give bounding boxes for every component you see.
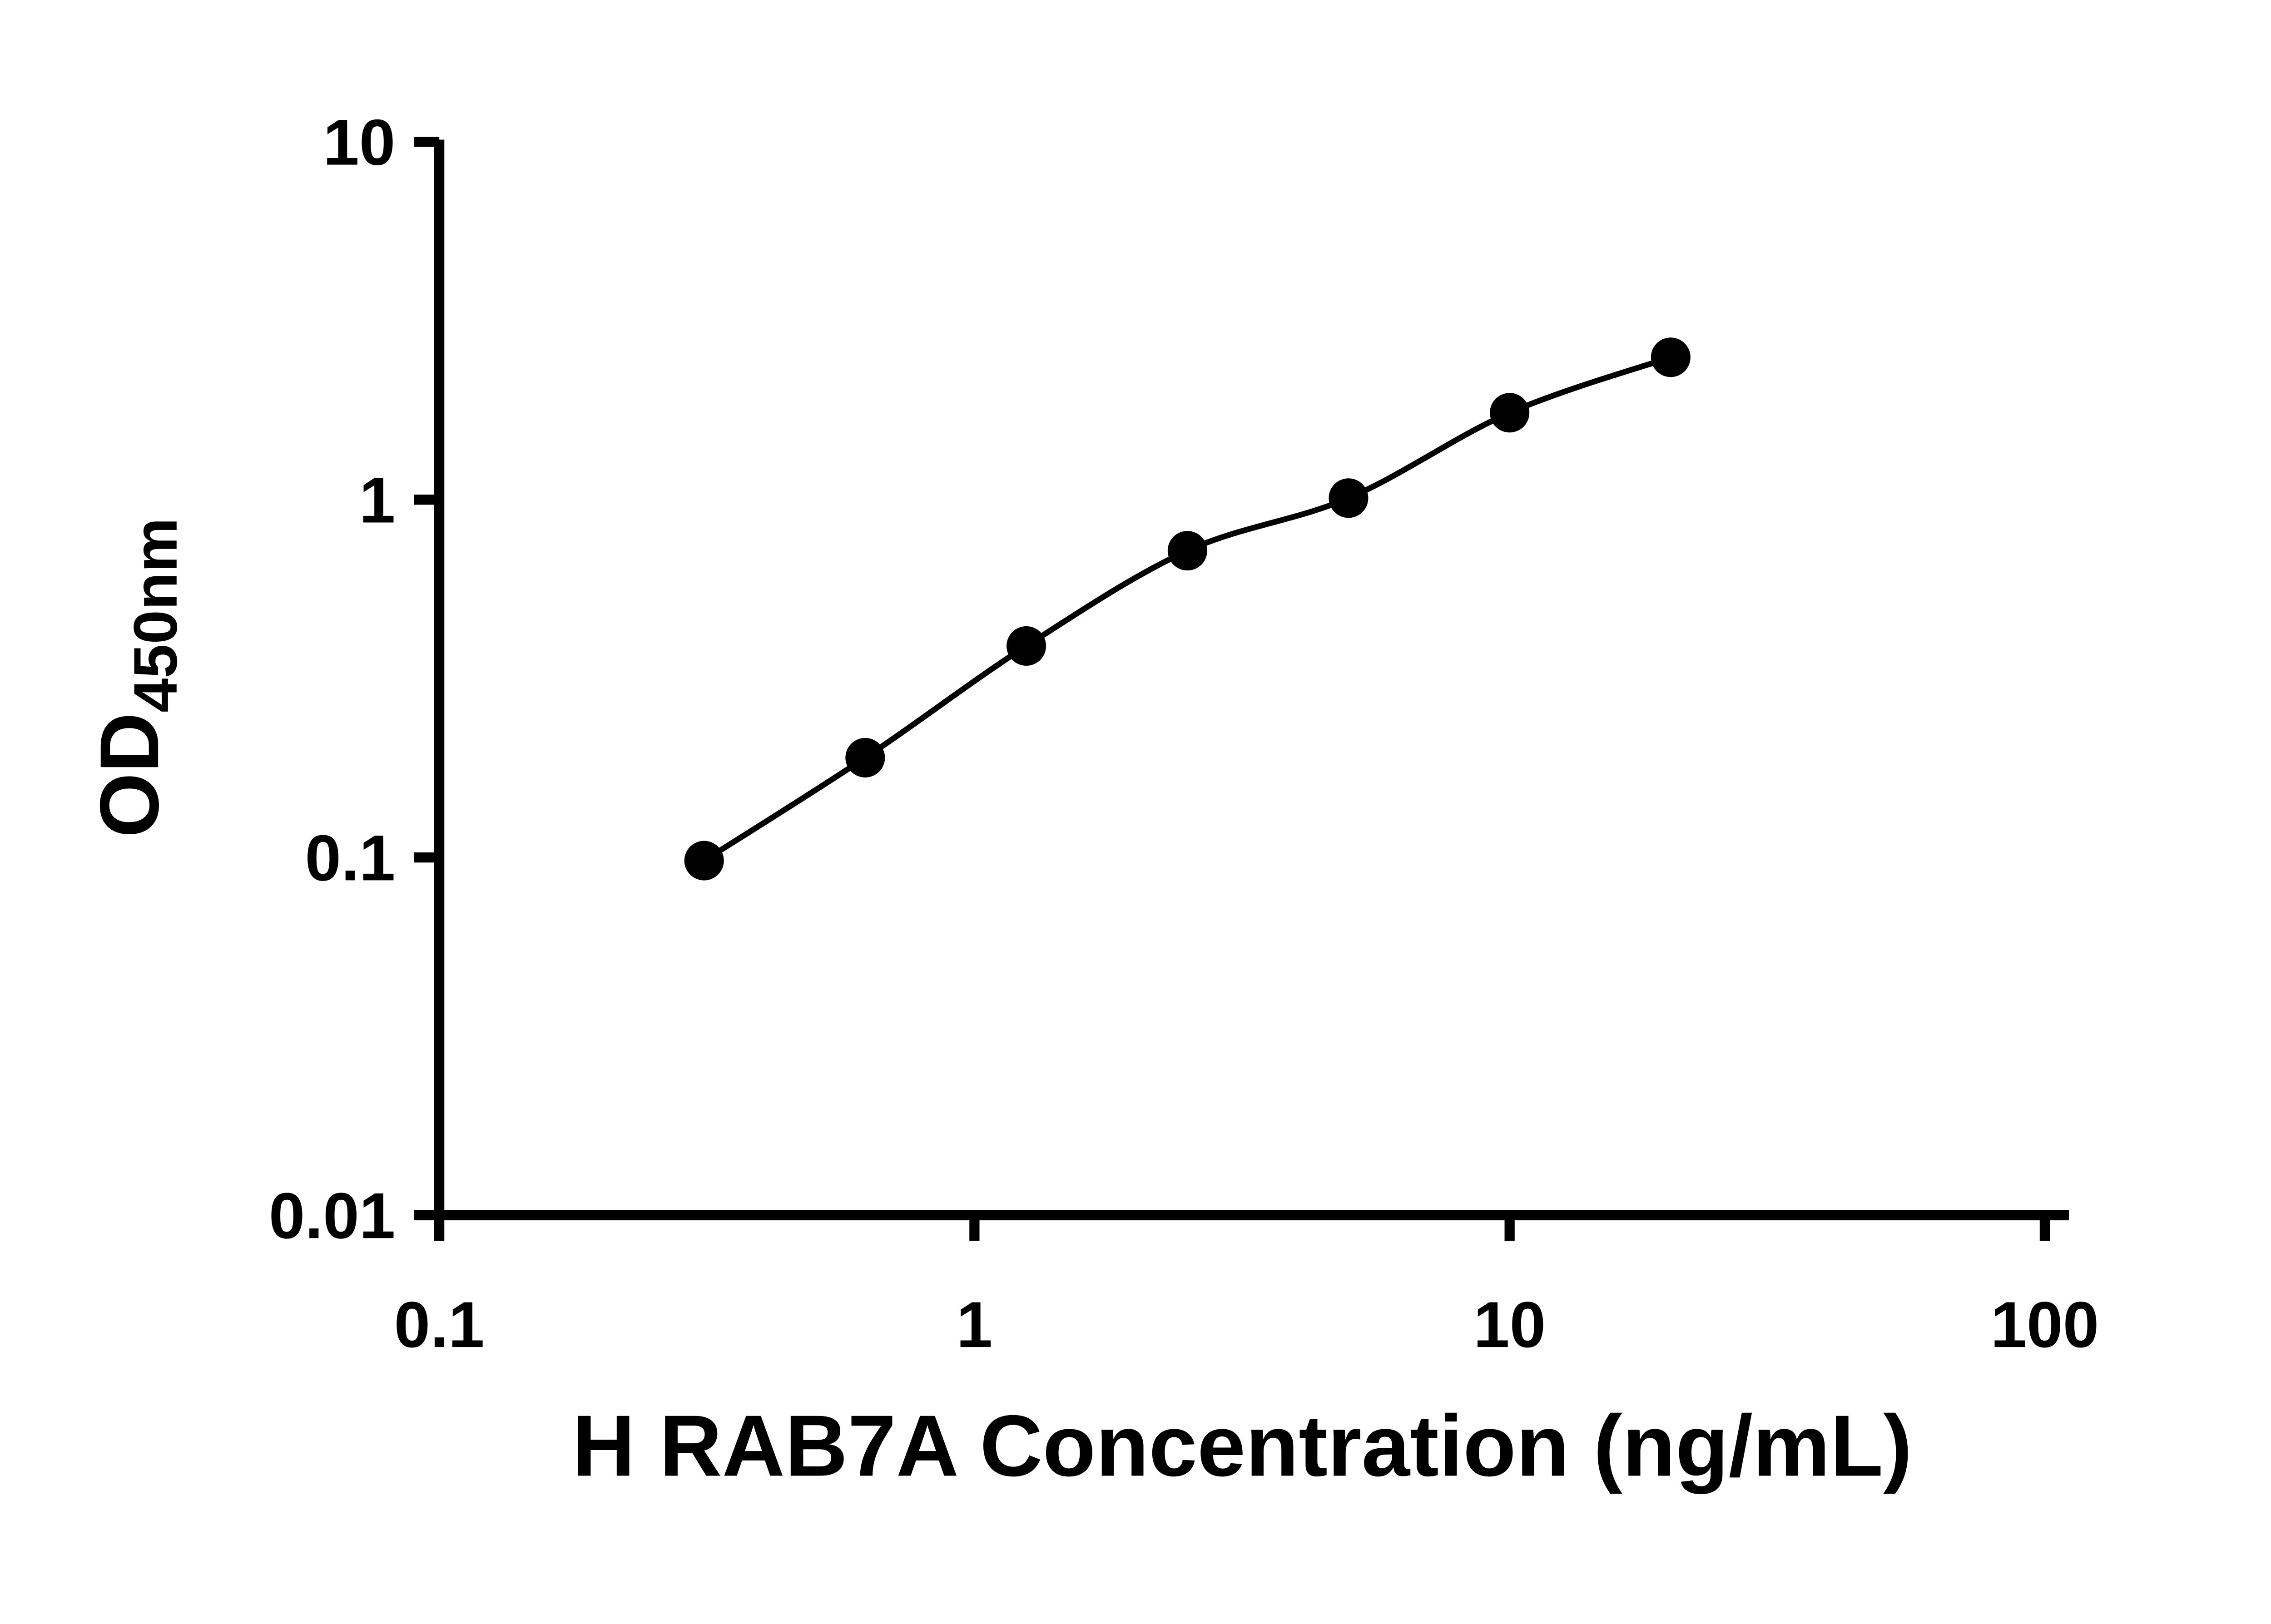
data-point [845,738,885,777]
x-tick-label: 0.1 [394,1288,485,1361]
y-axis-title: OD450nm [83,518,190,838]
data-point [684,841,724,881]
data-point [1329,478,1369,518]
data-point [1167,531,1207,571]
data-point [1651,337,1691,377]
y-tick-label: 0.01 [269,1179,396,1252]
x-tick-label: 100 [1991,1288,2099,1361]
elisa-standard-curve-figure: 0.1 1 10 100 10 1 0.1 0.01 H RAB7A Concentratio… [83,106,2099,1495]
y-axis-title-main: OD [83,713,176,838]
y-axis-title-subscript: 450nm [121,518,190,713]
chart-svg: 0.1 1 10 100 10 1 0.1 0.01 H RAB7A Concentratio… [83,106,2099,1495]
plot-layer: 0.1 1 10 100 10 1 0.1 0.01 [269,106,2099,1361]
data-point [1490,393,1530,433]
x-tick-label: 10 [1473,1288,1546,1361]
y-tick-label: 1 [359,464,396,537]
y-tick-label: 10 [323,106,395,179]
fit-curve [702,354,1672,863]
x-axis-title: H RAB7A Concentration (ng/mL) [572,1397,1912,1495]
y-tick-label: 0.1 [305,822,395,894]
axes [434,139,2069,1221]
data-point [1007,626,1046,666]
x-tick-label: 1 [957,1288,993,1361]
